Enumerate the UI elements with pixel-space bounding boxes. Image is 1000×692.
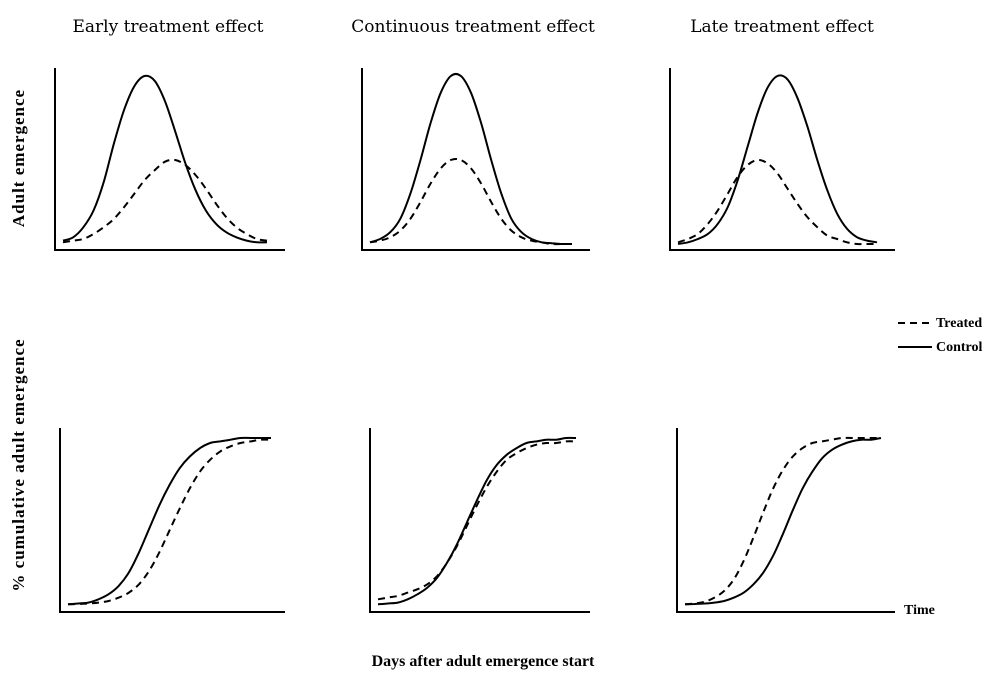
legend: Treated Control	[898, 316, 983, 355]
panel-bottom-2	[676, 428, 895, 613]
panel-bottom-1	[369, 428, 590, 613]
control-curve	[67, 436, 271, 606]
panel-axes	[669, 68, 895, 251]
time-label: Time	[904, 603, 935, 618]
panel-top-1	[361, 68, 590, 251]
y-axis-label-bottom: % cumulative adult emergence	[9, 338, 28, 591]
treated-curve	[684, 436, 881, 606]
panel-title-continuous: Continuous treatment effect	[351, 17, 595, 37]
panel-title-late: Late treatment effect	[690, 17, 874, 37]
control-curve	[369, 72, 573, 246]
legend-treated-label: Treated	[936, 316, 982, 331]
panel-title-early: Early treatment effect	[72, 17, 263, 37]
panel-bottom-0	[59, 428, 285, 613]
treated-curve	[677, 158, 877, 246]
control-curve	[377, 436, 577, 606]
panel-axes	[369, 428, 590, 613]
panel-top-0	[54, 68, 285, 251]
panel-axes	[59, 428, 285, 613]
treated-curve	[369, 157, 572, 246]
panel-axes	[54, 68, 285, 251]
panel-axes	[361, 68, 590, 251]
control-curve	[684, 437, 882, 606]
control-curve	[62, 74, 268, 244]
treated-curve	[62, 158, 268, 244]
y-axis-label-top: Adult emergence	[9, 89, 28, 227]
legend-control-label: Control	[936, 340, 983, 355]
x-axis-label: Days after adult emergence start	[372, 653, 595, 670]
panel-axes	[676, 428, 895, 613]
panel-top-2	[669, 68, 895, 251]
control-curve	[677, 74, 878, 245]
panels	[54, 68, 895, 613]
treated-curve	[377, 440, 577, 601]
treated-curve	[67, 438, 272, 606]
